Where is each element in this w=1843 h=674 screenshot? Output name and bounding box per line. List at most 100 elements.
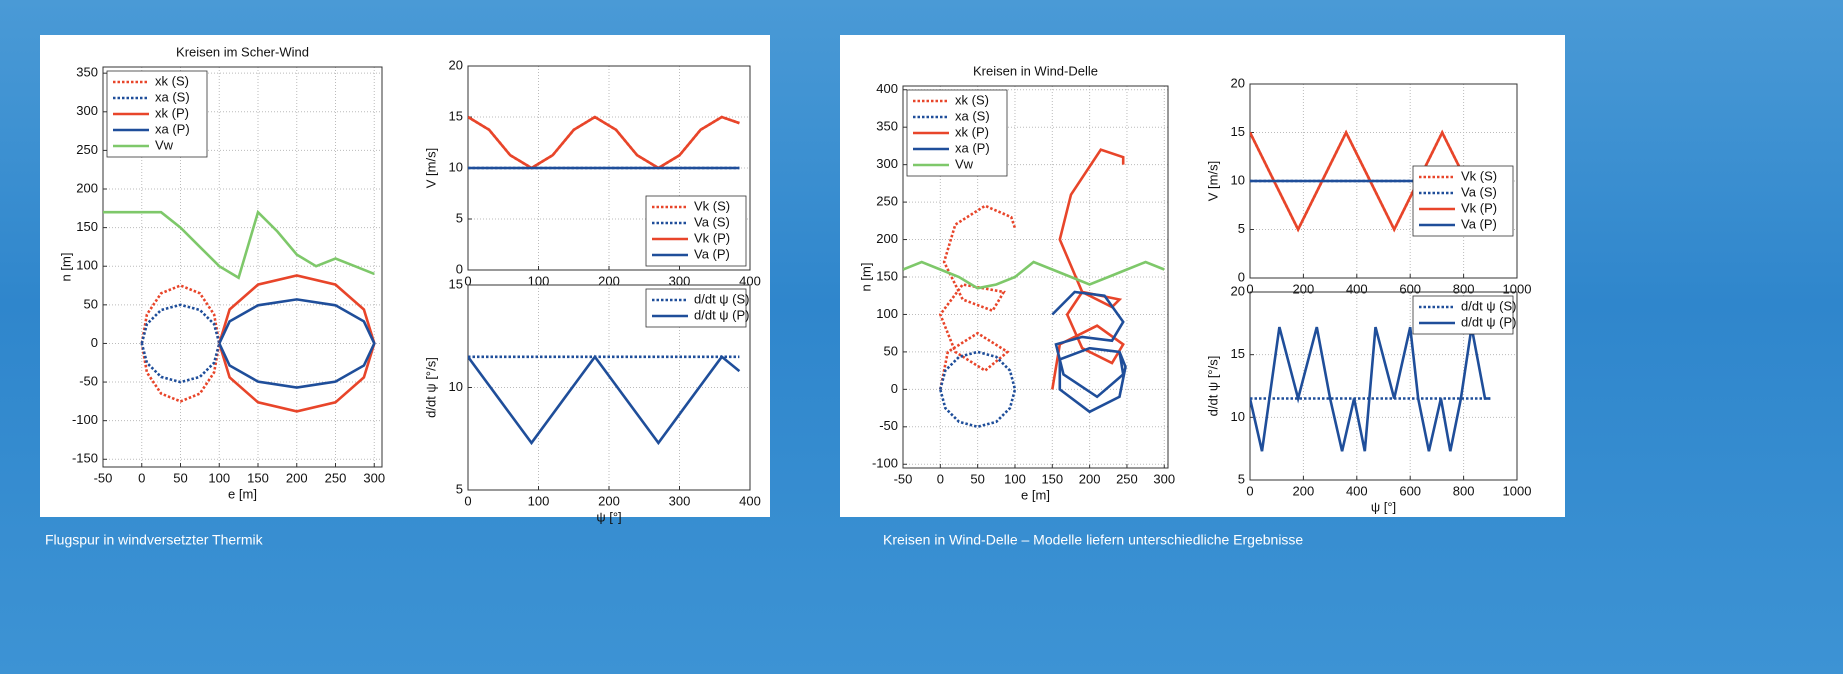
y-axis-label: d/dt ψ [°/s] bbox=[423, 357, 438, 418]
x-tick-label: 200 bbox=[1293, 483, 1315, 498]
legend-label: xk (S) bbox=[155, 73, 189, 88]
x-tick-label: 150 bbox=[1041, 471, 1063, 486]
x-tick-label: 0 bbox=[1246, 483, 1253, 498]
y-tick-label: 10 bbox=[1231, 409, 1245, 424]
y-axis-label: n [m] bbox=[858, 263, 873, 292]
legend-label: Vk (S) bbox=[1461, 168, 1497, 183]
y-tick-label: 5 bbox=[456, 210, 463, 225]
x-tick-label: 200 bbox=[598, 493, 620, 508]
series-line bbox=[1250, 326, 1491, 452]
y-tick-label: 100 bbox=[876, 306, 898, 321]
legend-label: d/dt ψ (P) bbox=[694, 307, 750, 322]
x-tick-label: 200 bbox=[286, 470, 308, 485]
legend-label: d/dt ψ (P) bbox=[1461, 314, 1517, 329]
x-tick-label: 250 bbox=[325, 470, 347, 485]
legend-label: xa (P) bbox=[155, 121, 190, 136]
legend-label: xa (S) bbox=[955, 108, 990, 123]
legend-label: xk (P) bbox=[955, 124, 989, 139]
y-tick-label: 150 bbox=[76, 219, 98, 234]
y-tick-label: 300 bbox=[876, 156, 898, 171]
y-tick-label: 5 bbox=[456, 481, 463, 496]
x-tick-label: 0 bbox=[937, 471, 944, 486]
series-line bbox=[1051, 290, 1127, 414]
series-line bbox=[103, 209, 375, 280]
y-tick-label: 0 bbox=[456, 261, 463, 276]
y-tick-label: 250 bbox=[876, 194, 898, 209]
x-tick-label: 800 bbox=[1453, 483, 1475, 498]
legend-box bbox=[645, 288, 747, 328]
y-tick-label: 400 bbox=[876, 81, 898, 96]
legend-label: xk (S) bbox=[955, 92, 989, 107]
legend-label: xa (P) bbox=[955, 140, 990, 155]
x-tick-label: 400 bbox=[1346, 483, 1368, 498]
y-tick-label: 10 bbox=[1231, 172, 1245, 187]
y-tick-label: 0 bbox=[91, 335, 98, 350]
y-tick-label: 50 bbox=[84, 296, 98, 311]
y-tick-label: 0 bbox=[1238, 269, 1245, 284]
y-tick-label: 350 bbox=[76, 65, 98, 80]
x-tick-label: 600 bbox=[1399, 281, 1421, 296]
legend-label: Va (P) bbox=[694, 246, 730, 261]
x-tick-label: 250 bbox=[1116, 471, 1138, 486]
legend-label: Vk (P) bbox=[1461, 200, 1497, 215]
x-tick-label: -50 bbox=[94, 470, 113, 485]
series-line bbox=[218, 298, 376, 389]
x-tick-label: 400 bbox=[739, 493, 761, 508]
series-line bbox=[140, 284, 221, 403]
x-tick-label: 100 bbox=[208, 470, 230, 485]
y-tick-label: 20 bbox=[1231, 75, 1245, 90]
legend-label: xa (S) bbox=[155, 89, 190, 104]
plot-frame bbox=[467, 284, 751, 491]
x-axis-label: e [m] bbox=[228, 486, 257, 501]
x-tick-label: 0 bbox=[464, 273, 471, 288]
x-tick-label: 50 bbox=[173, 470, 187, 485]
x-tick-label: 300 bbox=[363, 470, 385, 485]
legend-label: Vk (P) bbox=[694, 230, 730, 245]
y-tick-label: 350 bbox=[876, 119, 898, 134]
x-tick-label: 400 bbox=[1346, 281, 1368, 296]
y-tick-label: 300 bbox=[76, 103, 98, 118]
x-tick-label: 50 bbox=[970, 471, 984, 486]
series-line bbox=[140, 303, 221, 384]
y-tick-label: 150 bbox=[876, 268, 898, 283]
series-line bbox=[468, 354, 741, 446]
y-tick-label: 0 bbox=[891, 381, 898, 396]
legend-label: Vw bbox=[955, 156, 974, 171]
x-tick-label: 100 bbox=[528, 273, 550, 288]
y-axis-label: d/dt ψ [°/s] bbox=[1205, 356, 1220, 417]
legend-label: d/dt ψ (S) bbox=[694, 291, 750, 306]
x-axis-label: ψ [°] bbox=[596, 509, 621, 524]
series-line bbox=[468, 115, 740, 170]
series-line bbox=[903, 260, 1165, 290]
y-axis-label: n [m] bbox=[58, 253, 73, 282]
x-tick-label: 100 bbox=[1004, 471, 1026, 486]
y-tick-label: -50 bbox=[879, 418, 898, 433]
x-tick-label: -50 bbox=[894, 471, 913, 486]
y-tick-label: -100 bbox=[872, 456, 898, 471]
y-tick-label: 100 bbox=[76, 258, 98, 273]
y-tick-label: 20 bbox=[449, 57, 463, 72]
plot-frame bbox=[1249, 291, 1518, 481]
x-tick-label: 800 bbox=[1453, 281, 1475, 296]
plot-frame bbox=[902, 85, 1169, 469]
y-axis-label: V [m/s] bbox=[423, 148, 438, 188]
chart-title: Kreisen im Scher-Wind bbox=[176, 44, 309, 59]
x-tick-label: 600 bbox=[1399, 483, 1421, 498]
legend-label: Vw bbox=[155, 137, 174, 152]
x-axis-label: e [m] bbox=[1021, 487, 1050, 502]
y-axis-label: V [m/s] bbox=[1205, 161, 1220, 201]
legend-label: xk (P) bbox=[155, 105, 189, 120]
y-tick-label: 200 bbox=[876, 231, 898, 246]
legend-label: d/dt ψ (S) bbox=[1461, 298, 1517, 313]
y-tick-label: 5 bbox=[1238, 221, 1245, 236]
x-tick-label: 0 bbox=[464, 493, 471, 508]
x-tick-label: 300 bbox=[669, 273, 691, 288]
y-tick-label: 20 bbox=[1231, 283, 1245, 298]
y-tick-label: 5 bbox=[1238, 471, 1245, 486]
y-tick-label: 10 bbox=[449, 379, 463, 394]
x-tick-label: 300 bbox=[669, 493, 691, 508]
x-axis-label: ψ [°] bbox=[1371, 499, 1396, 514]
x-tick-label: 300 bbox=[1153, 471, 1175, 486]
